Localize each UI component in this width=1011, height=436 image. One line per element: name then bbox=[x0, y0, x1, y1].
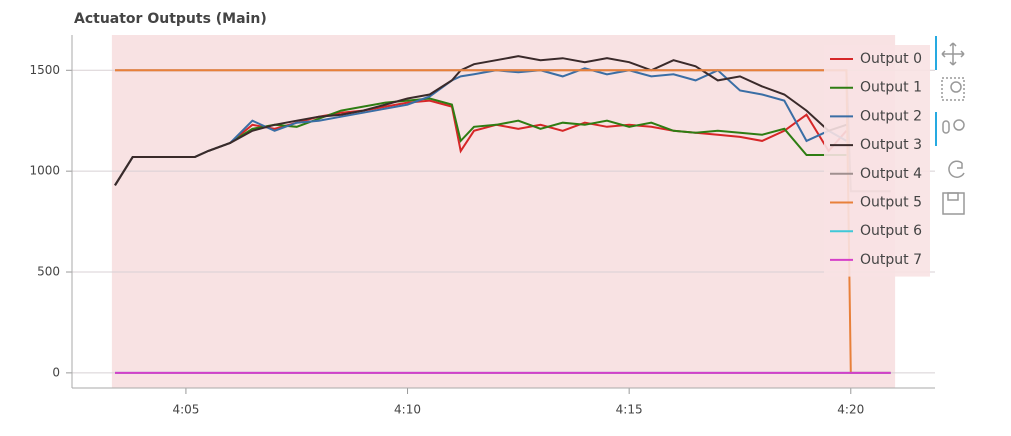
series-line bbox=[114, 55, 847, 186]
legend-label: Output 6 bbox=[860, 223, 922, 239]
legend-box bbox=[824, 45, 930, 277]
series-line bbox=[114, 67, 847, 186]
toolbar bbox=[935, 36, 965, 215]
y-tick-label: 0 bbox=[52, 365, 60, 379]
box-zoom-icon bbox=[950, 81, 962, 93]
legend-label: Output 4 bbox=[860, 166, 922, 182]
series-line bbox=[115, 69, 891, 374]
series-line bbox=[114, 99, 848, 186]
save-icon bbox=[947, 192, 959, 201]
legend-label: Output 0 bbox=[860, 51, 922, 67]
shaded-region bbox=[111, 35, 896, 388]
pan-tool[interactable] bbox=[941, 42, 965, 66]
legend-label: Output 3 bbox=[860, 137, 922, 153]
reset-tool[interactable] bbox=[948, 160, 965, 178]
x-tick-label: 4:20 bbox=[837, 403, 864, 417]
y-tick-label: 1500 bbox=[29, 63, 60, 77]
chart-title: Actuator Outputs (Main) bbox=[74, 11, 267, 27]
x-tick-label: 4:05 bbox=[172, 403, 199, 417]
legend-label: Output 5 bbox=[860, 195, 922, 211]
legend-label: Output 1 bbox=[860, 80, 922, 96]
legend: Output 0 Output 1 Output 2 Output 3 Output 4… bbox=[824, 45, 930, 277]
wheel-zoom-tool[interactable] bbox=[953, 119, 965, 131]
box-zoom-tool[interactable] bbox=[941, 77, 965, 101]
y-tick-label: 1000 bbox=[29, 164, 60, 178]
save-tool[interactable] bbox=[942, 192, 965, 215]
series-line bbox=[114, 97, 847, 186]
legend-label: Output 2 bbox=[860, 108, 922, 124]
legend-label: Output 7 bbox=[860, 252, 922, 268]
x-tick-label: 4:10 bbox=[394, 403, 421, 417]
y-tick-label: 500 bbox=[37, 265, 60, 279]
wheel-zoom-icon bbox=[942, 120, 950, 134]
x-tick-label: 4:15 bbox=[616, 403, 643, 417]
